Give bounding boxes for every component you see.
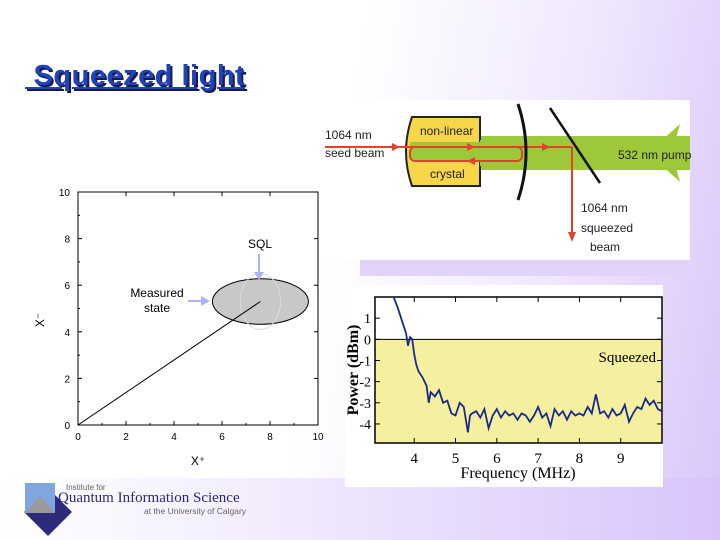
y-tick-label: -4 xyxy=(359,418,371,433)
pump-label: 532 nm pump xyxy=(618,148,692,162)
x-tick-label: 6 xyxy=(219,432,225,443)
squeezed-region-label: Squeezed xyxy=(599,350,657,366)
x-tick-label: 8 xyxy=(267,432,273,443)
seed-label-1: 1064 nm xyxy=(325,128,372,142)
noise-trace xyxy=(392,296,663,433)
x-tick-label: 10 xyxy=(312,432,324,443)
y-tick-label: -1 xyxy=(359,354,371,369)
pump-beam xyxy=(480,136,690,170)
measured-arrow-icon xyxy=(201,296,210,306)
dichroic-mirror xyxy=(548,107,602,184)
squeezed-label-1: 1064 nm xyxy=(581,201,628,215)
cavity-loop xyxy=(409,146,523,162)
squeezed-label-2: squeezed xyxy=(581,221,633,235)
cavity-mirror xyxy=(516,103,528,201)
squeezed-label-3: beam xyxy=(590,240,620,254)
squeezer-diagram: 1064 nm seed beam non-linear crystal 532… xyxy=(323,100,692,276)
x-axis-label: X⁺ xyxy=(191,454,205,468)
x-tick-label: 4 xyxy=(410,451,418,467)
y-tick-label: 6 xyxy=(64,281,70,292)
forward-arrow-icon xyxy=(467,143,475,151)
x-axis-label: Frequency (MHz) xyxy=(460,465,575,482)
y-axis-label: Power (dBm) xyxy=(345,325,362,416)
y-axis-label: X⁻ xyxy=(33,313,47,327)
y-tick-label: 1 xyxy=(364,312,371,327)
y-tick-label: -2 xyxy=(359,376,371,391)
output-arrow-icon xyxy=(542,143,550,151)
seed-arrow-icon xyxy=(392,143,400,151)
y-tick-label: 0 xyxy=(364,333,371,348)
squeezed-region xyxy=(375,339,662,443)
y-tick-label: 10 xyxy=(59,188,71,199)
x-tick-label: 5 xyxy=(452,451,460,467)
diagram-shadow-panel xyxy=(360,258,690,276)
crystal-label-2: crystal xyxy=(430,167,465,181)
state-vector-line xyxy=(77,301,261,426)
x-tick-label: 8 xyxy=(576,451,584,467)
slide-title: Squeezed light xyxy=(25,60,246,92)
plot-frame xyxy=(374,296,663,444)
return-arrow-icon xyxy=(467,157,475,165)
y-tick-label: 4 xyxy=(64,328,70,339)
x-tick-label: 4 xyxy=(171,432,177,443)
x-tick-label: 6 xyxy=(493,451,501,467)
seed-label-2: seed beam xyxy=(325,146,384,160)
measured-annotation-2: state xyxy=(144,301,170,315)
x-tick-label: 0 xyxy=(75,432,81,443)
y-tick-label: 8 xyxy=(64,235,70,246)
y-tick-label: -3 xyxy=(359,397,371,412)
y-tick-label: 2 xyxy=(64,374,70,385)
logo-line-2: Quantum Information Science xyxy=(58,490,240,506)
iqis-logo-mark xyxy=(24,483,72,536)
sql-arrow-icon xyxy=(254,272,264,280)
crystal-label-1: non-linear xyxy=(420,124,473,138)
squeezed-arrow-icon xyxy=(568,232,576,242)
measured-annotation-1: Measured xyxy=(130,286,183,300)
x-tick-label: 9 xyxy=(617,451,625,467)
x-tick-label: 2 xyxy=(123,432,129,443)
diagram-background xyxy=(323,100,690,260)
y-tick-label: 0 xyxy=(64,421,70,432)
pump-arrow-icon xyxy=(648,124,680,182)
x-tick-label: 7 xyxy=(534,451,542,467)
logo-line-1: Institute for xyxy=(66,483,106,492)
logo-line-3: at the University of Calgary xyxy=(144,506,247,516)
sql-annotation: SQL xyxy=(248,237,272,251)
footer-band xyxy=(0,478,720,540)
